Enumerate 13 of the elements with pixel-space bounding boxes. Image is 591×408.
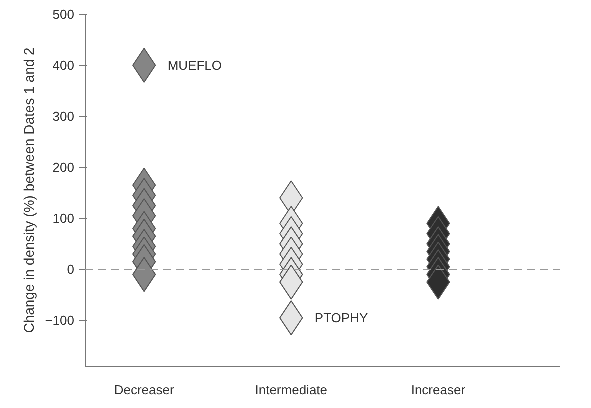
y-tick-label: 400: [52, 58, 75, 74]
x-tick-label: Intermediate: [255, 382, 328, 398]
y-axis-title: Change in density (%) between Dates 1 and 2: [21, 47, 38, 334]
y-tick-label: 500: [52, 7, 75, 22]
x-tick-label: Decreaser: [114, 382, 175, 398]
y-tick-label: 0: [67, 262, 75, 278]
y-tick-label: −100: [45, 313, 75, 328]
annotation: PTOPHY: [314, 310, 368, 326]
annotation: MUEFLO: [168, 58, 222, 74]
y-tick-label: 200: [52, 160, 75, 176]
y-tick-label: 300: [52, 109, 75, 124]
x-tick-label: Increaser: [411, 382, 466, 398]
y-tick-label: 100: [52, 211, 75, 226]
